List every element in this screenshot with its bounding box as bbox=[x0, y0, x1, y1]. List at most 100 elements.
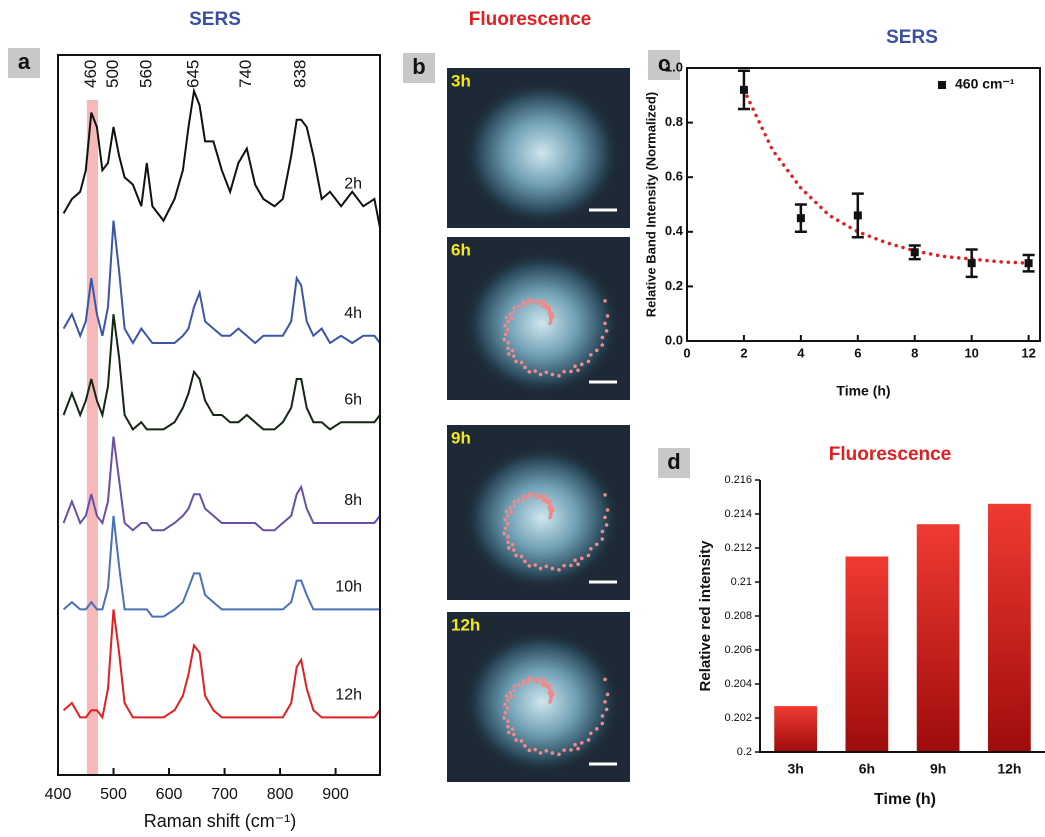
red-spot bbox=[512, 310, 517, 314]
bar bbox=[845, 556, 889, 752]
peak-label: 500 bbox=[103, 60, 122, 88]
red-spot bbox=[510, 727, 515, 731]
y-tick-label: 0.214 bbox=[724, 508, 752, 520]
panel-label: c bbox=[658, 51, 670, 76]
red-spot bbox=[502, 337, 507, 342]
red-spot bbox=[516, 498, 521, 503]
point bbox=[796, 214, 805, 223]
red-spot bbox=[603, 493, 607, 497]
x-tick-label: 900 bbox=[322, 786, 349, 803]
red-spot bbox=[527, 491, 532, 496]
highlight-band bbox=[86, 100, 98, 775]
red-spot bbox=[542, 493, 546, 498]
x-tick-label: 2 bbox=[740, 345, 747, 360]
y-tick-label: 0.206 bbox=[724, 644, 752, 656]
red-spot bbox=[542, 299, 546, 304]
red-spot bbox=[547, 687, 552, 691]
red-spot bbox=[523, 744, 527, 748]
red-spot bbox=[531, 493, 536, 497]
red-spot bbox=[514, 553, 518, 558]
panel-label: a bbox=[18, 49, 31, 74]
micrograph bbox=[447, 612, 630, 782]
red-spot bbox=[505, 706, 510, 710]
red-spot bbox=[605, 508, 610, 512]
legend-label: 460 cm⁻¹ bbox=[955, 76, 1015, 92]
red-spot bbox=[510, 348, 515, 353]
red-spot bbox=[536, 298, 541, 303]
red-spot bbox=[589, 352, 593, 357]
panel-label-box bbox=[648, 50, 680, 80]
red-spot bbox=[506, 319, 510, 324]
red-spot bbox=[521, 679, 526, 683]
red-spot bbox=[541, 683, 546, 687]
y-tick-label: 0.2 bbox=[737, 746, 752, 758]
x-tick-label: 400 bbox=[45, 786, 72, 803]
red-spot bbox=[589, 731, 593, 736]
red-spot bbox=[507, 352, 511, 356]
x-tick-label: 3h bbox=[787, 761, 803, 777]
red-spot bbox=[521, 304, 525, 308]
red-spot bbox=[541, 304, 546, 309]
bar bbox=[916, 524, 960, 752]
red-spot bbox=[527, 370, 532, 374]
micrograph bbox=[447, 237, 630, 400]
red-spot bbox=[594, 542, 599, 547]
x-tick-label: 8 bbox=[911, 345, 918, 360]
red-spot bbox=[605, 692, 610, 697]
red-spot bbox=[512, 354, 516, 358]
red-spot bbox=[545, 500, 549, 505]
bar bbox=[774, 706, 817, 752]
red-spot bbox=[542, 678, 546, 682]
red-spot bbox=[600, 529, 605, 534]
red-spot bbox=[521, 498, 525, 502]
red-spot bbox=[506, 540, 510, 545]
red-spot bbox=[573, 742, 577, 747]
red-spot bbox=[506, 698, 510, 702]
point bbox=[910, 248, 919, 257]
panel-label-box bbox=[658, 448, 690, 478]
red-spot bbox=[603, 677, 607, 682]
red-spot bbox=[604, 523, 609, 527]
red-spot bbox=[544, 564, 549, 569]
red-spot bbox=[550, 751, 555, 755]
red-spot bbox=[586, 738, 591, 742]
y-tick-label: 0.212 bbox=[724, 542, 752, 554]
red-spot bbox=[516, 683, 521, 687]
red-spot bbox=[512, 499, 516, 504]
red-spot bbox=[603, 700, 607, 704]
red-spot bbox=[534, 679, 539, 684]
red-spot bbox=[600, 343, 605, 347]
red-spot bbox=[604, 329, 609, 333]
cell bbox=[464, 630, 620, 774]
red-spot bbox=[503, 517, 507, 522]
red-spot bbox=[600, 714, 605, 718]
chart-title: SERS bbox=[189, 9, 241, 30]
red-spot bbox=[521, 494, 526, 499]
red-spot bbox=[544, 749, 549, 753]
red-spot bbox=[509, 510, 514, 515]
red-spot bbox=[516, 304, 521, 309]
x-tick-label: 10 bbox=[964, 345, 978, 360]
red-spot bbox=[527, 748, 532, 753]
peak-label: 645 bbox=[184, 60, 203, 88]
axes bbox=[759, 480, 1045, 753]
red-spot bbox=[579, 362, 584, 367]
red-spot bbox=[594, 348, 599, 353]
series-label: 8h bbox=[344, 492, 362, 509]
point bbox=[1024, 259, 1033, 268]
red-spot bbox=[594, 727, 599, 731]
x-tick-label: 700 bbox=[211, 786, 238, 803]
red-spot bbox=[523, 365, 527, 370]
peak-label: 838 bbox=[291, 60, 310, 88]
spectrum bbox=[62, 220, 381, 345]
red-spot bbox=[547, 502, 552, 507]
red-spot bbox=[503, 332, 508, 337]
chart-title: Fluorescence bbox=[829, 444, 952, 465]
red-spot bbox=[569, 563, 573, 568]
red-spot bbox=[506, 346, 510, 351]
y-tick-label: 0.202 bbox=[724, 712, 752, 724]
time-label: 3h bbox=[451, 71, 471, 90]
red-spot bbox=[538, 372, 543, 377]
red-spot bbox=[508, 690, 513, 695]
